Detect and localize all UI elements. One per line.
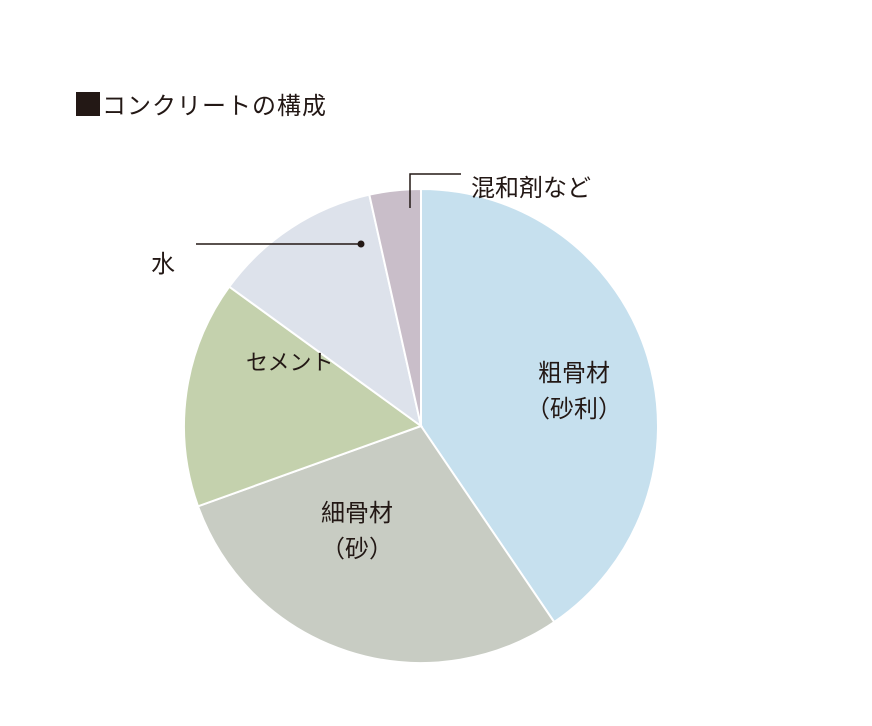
external-slice-label: 水 [151, 244, 175, 279]
leader-dot [358, 241, 365, 248]
leader-line [410, 174, 461, 208]
slice-label: 細骨材 （砂） [321, 496, 393, 568]
chart-title: コンクリートの構成 [102, 86, 327, 121]
leader-lines-svg [81, 126, 781, 726]
title-bullet-square [76, 92, 100, 116]
slice-label: セメント [246, 346, 334, 379]
external-slice-label: 混和剤など [471, 168, 591, 203]
slice-label: 粗骨材 （砂利） [526, 356, 622, 428]
pie-chart: 粗骨材 （砂利）細骨材 （砂）セメント水混和剤など [181, 186, 661, 666]
chart-title-row: コンクリートの構成 [76, 86, 327, 121]
